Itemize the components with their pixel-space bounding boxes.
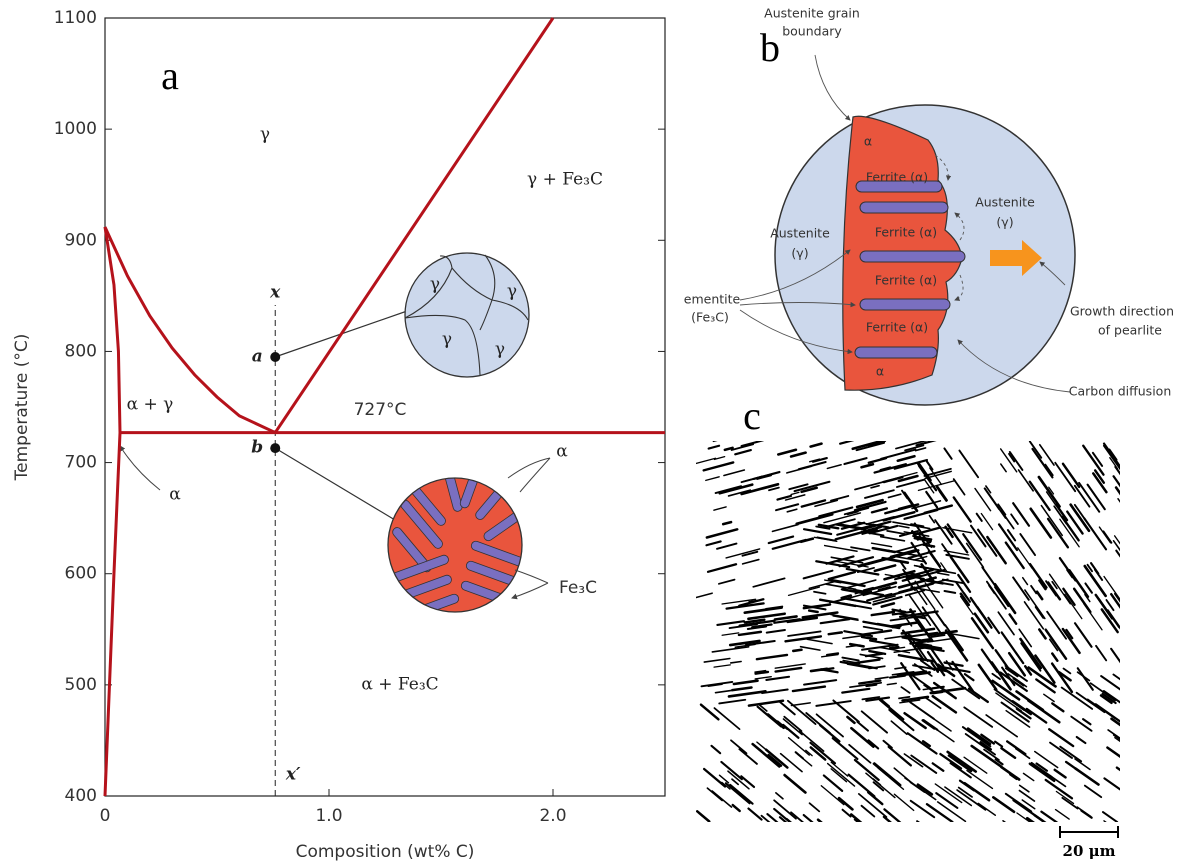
region-label: γ + Fe₃C bbox=[527, 170, 603, 190]
schematic-label: boundary bbox=[782, 24, 842, 39]
y-tick-label: 900 bbox=[65, 230, 97, 250]
y-tick-label: 800 bbox=[65, 341, 97, 361]
x-tick-label: 0 bbox=[100, 806, 111, 826]
panel-label: c bbox=[743, 393, 761, 438]
panel-label: b bbox=[760, 25, 780, 70]
inset-label: α bbox=[556, 442, 568, 462]
schematic-label: Ferrite (α) bbox=[875, 225, 937, 240]
x-axis-label: Composition (wt% C) bbox=[296, 842, 475, 862]
schematic-label: Ferrite (α) bbox=[866, 320, 928, 335]
region-label: 727°C bbox=[354, 400, 407, 420]
phase-boundary bbox=[105, 227, 120, 796]
y-tick-label: 1100 bbox=[54, 8, 97, 28]
page: Temperature (°C) Composition (wt% C) a bbox=[0, 0, 1199, 864]
point bbox=[270, 352, 280, 362]
schematic-label: Austenite bbox=[975, 195, 1035, 210]
inset-label: γ bbox=[430, 275, 440, 295]
schematic-label: (γ) bbox=[791, 246, 808, 261]
region-label: α + Fe₃C bbox=[361, 675, 438, 695]
phase-boundary bbox=[275, 18, 553, 433]
inset-label: γ bbox=[442, 330, 452, 350]
figure: Temperature (°C) Composition (wt% C) a bbox=[0, 0, 1199, 864]
lamella bbox=[818, 820, 846, 843]
y-tick-label: 500 bbox=[65, 675, 97, 695]
region-label: α + γ bbox=[127, 395, 174, 415]
schematic-label: α bbox=[876, 364, 884, 379]
lamella bbox=[793, 650, 801, 651]
inset-label: Fe₃C bbox=[559, 578, 597, 598]
schematic-label: Austenite grain bbox=[764, 6, 860, 21]
schematic-label: α bbox=[864, 134, 872, 149]
schematic-label: Ferrite (α) bbox=[875, 273, 937, 288]
lamella bbox=[1003, 821, 1028, 838]
schematic-label: Growth direction bbox=[1070, 304, 1174, 319]
schematic-label: ementite bbox=[684, 292, 741, 307]
lamella bbox=[1104, 821, 1126, 836]
x-tick-label: 1.0 bbox=[315, 806, 342, 826]
point-label: a bbox=[252, 346, 263, 366]
pearlite-inset bbox=[120, 446, 550, 622]
scale-bar-label: 20 μm bbox=[1063, 842, 1116, 860]
guide-label: x′ bbox=[285, 765, 301, 785]
point bbox=[270, 443, 280, 453]
schematic-label: (γ) bbox=[996, 215, 1013, 230]
schematic-label: Carbon diffusion bbox=[1069, 384, 1172, 399]
lamella bbox=[809, 611, 817, 612]
y-tick-label: 1000 bbox=[54, 119, 97, 139]
y-tick-label: 700 bbox=[65, 453, 97, 473]
lamella bbox=[890, 647, 898, 648]
lamella bbox=[1118, 499, 1137, 527]
region-label: α bbox=[169, 485, 181, 505]
point-label: b bbox=[251, 438, 263, 458]
region-label: γ bbox=[260, 125, 270, 145]
y-tick-label: 600 bbox=[65, 564, 97, 584]
inset-label: γ bbox=[507, 282, 517, 302]
lamella bbox=[1117, 768, 1139, 783]
lamella bbox=[917, 821, 940, 837]
x-tick-label: 2.0 bbox=[539, 806, 566, 826]
schematic-label: Austenite bbox=[770, 226, 830, 241]
schematic-label: Ferrite (α) bbox=[866, 170, 928, 185]
lamella bbox=[713, 434, 739, 441]
schematic-label: (Fe₃C) bbox=[691, 310, 729, 325]
austenite-inset bbox=[275, 253, 529, 377]
y-tick-label: 400 bbox=[65, 786, 97, 806]
inset-label: γ bbox=[495, 340, 505, 360]
schematic-label: of pearlite bbox=[1098, 323, 1162, 338]
panel-label: a bbox=[161, 53, 179, 98]
guide-label: x bbox=[269, 283, 281, 303]
y-axis-label: Temperature (°C) bbox=[12, 334, 32, 482]
